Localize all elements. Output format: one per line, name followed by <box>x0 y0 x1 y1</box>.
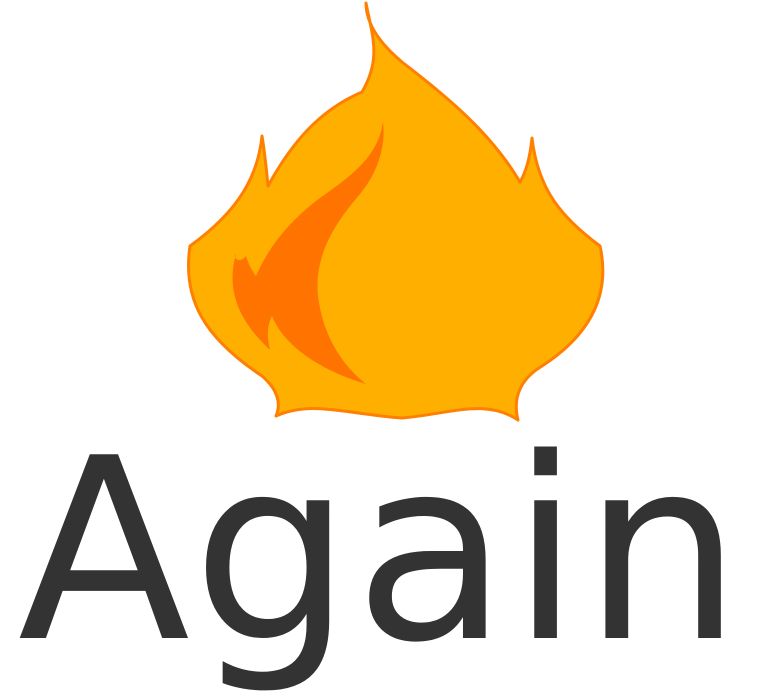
flame-outer-shape <box>187 1 605 422</box>
brand-wordmark: Again <box>17 405 745 698</box>
flame-icon <box>187 1 605 422</box>
flame-inner-shape <box>232 122 384 384</box>
